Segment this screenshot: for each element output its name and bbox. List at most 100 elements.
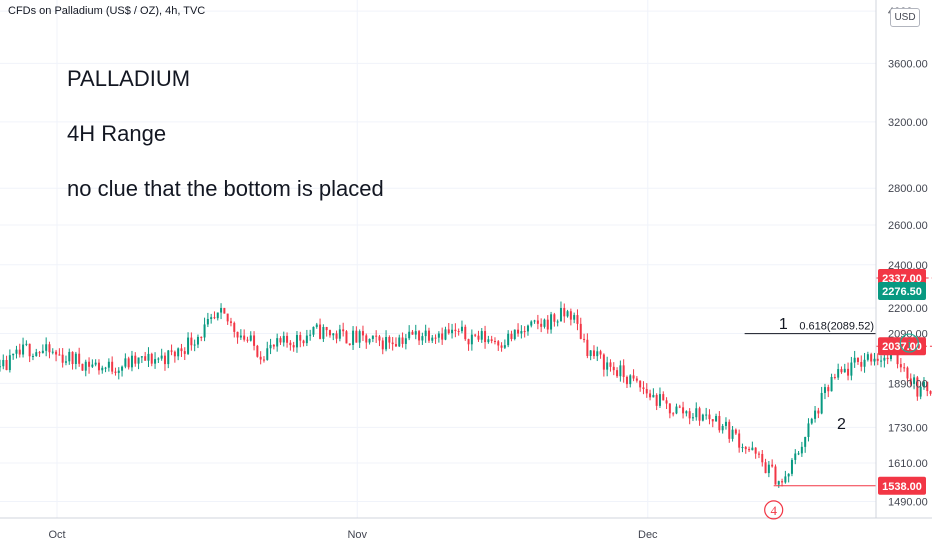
candle-body (543, 319, 546, 327)
candle-body (365, 335, 368, 343)
candle-body (391, 342, 394, 345)
candle-body (332, 333, 335, 336)
candle-body (883, 357, 886, 361)
candle-body (678, 406, 681, 408)
candle-body (530, 321, 533, 326)
candle-body (328, 330, 331, 336)
candle-body (622, 365, 625, 377)
candle-body (394, 344, 397, 347)
price-label-box (878, 281, 926, 300)
annotation-title: PALLADIUM (67, 66, 191, 91)
candle-body (88, 361, 91, 367)
wave-circle (899, 333, 919, 353)
candle-body (319, 324, 322, 339)
candle-body (606, 362, 609, 370)
candle-body (500, 345, 503, 348)
candle-body (612, 366, 615, 371)
candle-body (837, 369, 840, 378)
candle-body (493, 340, 496, 342)
candle-body (804, 437, 807, 447)
candle-body (546, 319, 549, 330)
candle-body (596, 351, 599, 357)
candle-body (929, 391, 932, 394)
candle-body (909, 378, 912, 384)
candle-body (447, 329, 450, 334)
candle-body (477, 335, 480, 340)
candle-body (335, 333, 338, 339)
candle-body (0, 366, 1, 368)
candle-body (533, 320, 536, 322)
candle-body (45, 344, 48, 351)
candle-body (738, 433, 741, 448)
candle-body (203, 324, 206, 338)
candle-body (305, 335, 308, 344)
candle-body (668, 403, 671, 414)
x-tick-label: Oct (48, 529, 65, 541)
candle-body (157, 358, 160, 360)
candle-body (220, 307, 223, 313)
candle-body (711, 419, 714, 422)
candle-body (55, 351, 58, 355)
candle-body (629, 375, 632, 385)
candle-body (51, 351, 54, 353)
price-label: 2276.50 (882, 286, 922, 298)
candle-body (256, 345, 259, 357)
candle-body (490, 339, 493, 341)
candle-body (715, 416, 718, 422)
candle-body (183, 351, 186, 354)
candle-body (827, 387, 830, 392)
candle-body (121, 366, 124, 371)
candle-body (180, 348, 183, 352)
currency-button[interactable]: USD (890, 8, 920, 27)
candle-body (487, 339, 490, 343)
candle-body (761, 453, 764, 463)
candle-body (823, 387, 826, 393)
price-label: 1538.00 (882, 481, 922, 493)
candle-body (876, 358, 879, 361)
candle-body (286, 335, 289, 343)
candle-body (338, 329, 341, 339)
candle-body (797, 453, 800, 455)
wave-label: 2 (837, 416, 846, 433)
y-tick-label: 3600.00 (888, 58, 928, 70)
candle-body (652, 394, 655, 398)
candle-body (764, 462, 767, 474)
candle-body (559, 307, 562, 322)
candle-body (421, 336, 424, 341)
candle-body (526, 325, 529, 332)
candle-body (810, 418, 813, 424)
candle-body (464, 326, 467, 340)
candle-body (922, 381, 925, 387)
candle-body (886, 357, 889, 360)
candle-body (688, 411, 691, 419)
candle-body (675, 406, 678, 414)
candle-body (253, 335, 256, 346)
candle-body (22, 344, 25, 355)
candle-body (309, 334, 312, 336)
x-tick-label: Dec (638, 529, 658, 541)
candle-body (616, 370, 619, 377)
y-tick-label: 1730.00 (888, 422, 928, 434)
candle-body (767, 464, 770, 474)
candle-body (137, 357, 140, 364)
wave-circle (764, 500, 784, 520)
candle-body (418, 331, 421, 341)
candle-body (774, 466, 777, 485)
candle-body (229, 321, 232, 323)
candle-body (144, 356, 147, 361)
candle-body (454, 329, 457, 332)
candle-body (434, 337, 437, 339)
candle-body (371, 335, 374, 339)
candle-body (94, 362, 97, 365)
symbol-header: CFDs on Palladium (US$ / OZ), 4h, TVC (8, 5, 206, 17)
y-tick-label: 2400.00 (888, 260, 928, 272)
candle-body (196, 336, 199, 345)
candle-body (150, 353, 153, 364)
candle-body (431, 337, 434, 341)
candle-body (81, 363, 84, 371)
candle-body (698, 408, 701, 421)
candle-body (25, 343, 28, 345)
candle-body (553, 314, 556, 322)
candle-body (860, 361, 863, 367)
